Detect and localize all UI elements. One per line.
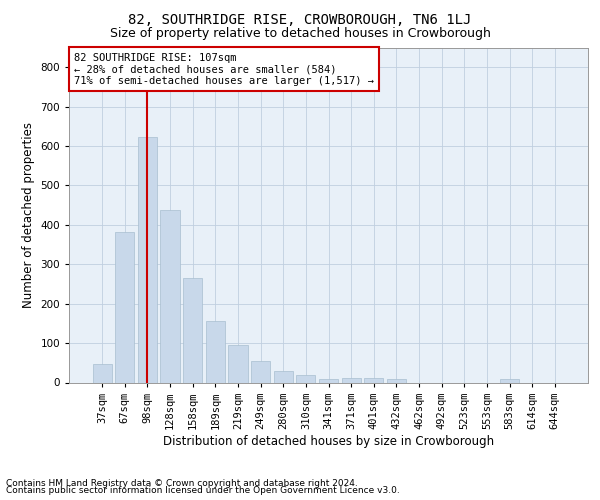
Bar	[160, 210, 180, 382]
Bar	[229, 345, 248, 383]
Text: Size of property relative to detached houses in Crowborough: Size of property relative to detached ho…	[110, 28, 490, 40]
Bar	[341, 378, 361, 382]
Bar	[364, 378, 383, 382]
Text: 82, SOUTHRIDGE RISE, CROWBOROUGH, TN6 1LJ: 82, SOUTHRIDGE RISE, CROWBOROUGH, TN6 1L…	[128, 12, 472, 26]
Bar	[387, 378, 406, 382]
Bar	[183, 278, 202, 382]
Bar	[115, 232, 134, 382]
Bar	[500, 380, 519, 382]
Text: Contains HM Land Registry data © Crown copyright and database right 2024.: Contains HM Land Registry data © Crown c…	[6, 478, 358, 488]
Bar	[251, 361, 270, 382]
Bar	[274, 372, 293, 382]
X-axis label: Distribution of detached houses by size in Crowborough: Distribution of detached houses by size …	[163, 434, 494, 448]
Text: Contains public sector information licensed under the Open Government Licence v3: Contains public sector information licen…	[6, 486, 400, 495]
Bar	[296, 376, 316, 382]
Bar	[92, 364, 112, 382]
Bar	[138, 138, 157, 382]
Bar	[319, 378, 338, 382]
Y-axis label: Number of detached properties: Number of detached properties	[22, 122, 35, 308]
Text: 82 SOUTHRIDGE RISE: 107sqm
← 28% of detached houses are smaller (584)
71% of sem: 82 SOUTHRIDGE RISE: 107sqm ← 28% of deta…	[74, 52, 374, 86]
Bar	[206, 322, 225, 382]
